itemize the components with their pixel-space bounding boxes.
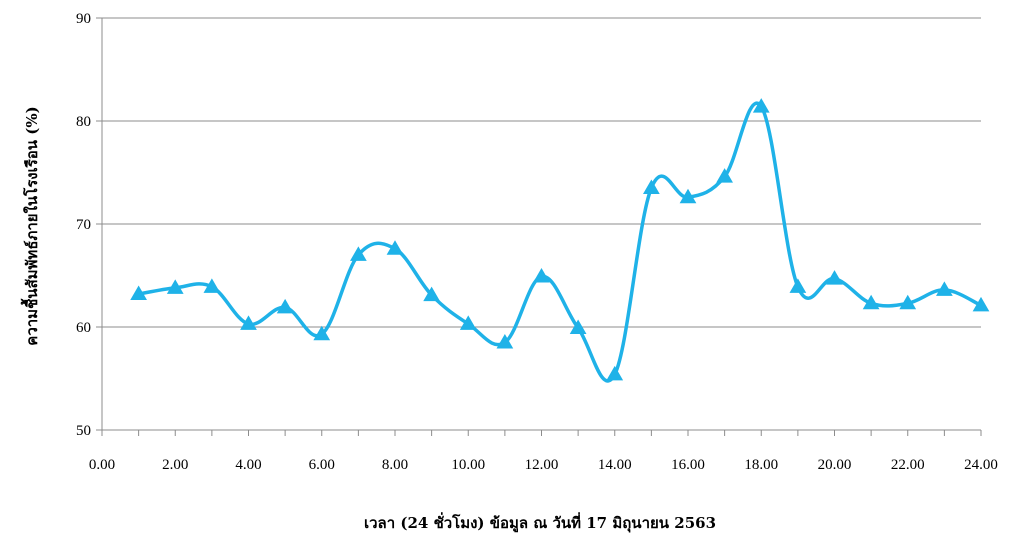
gridlines (102, 17, 981, 328)
x-tick-label: 0.00 (89, 457, 115, 473)
x-tick-label: 2.00 (162, 457, 188, 473)
data-point-marker (716, 168, 733, 183)
data-point-marker (203, 278, 221, 293)
data-point-marker (313, 325, 331, 341)
x-tick-label: 6.00 (309, 457, 335, 473)
x-tick-label: 20.00 (818, 457, 852, 473)
data-point-marker (972, 296, 990, 312)
data-point-marker (166, 279, 184, 294)
data-point-marker (679, 188, 697, 204)
data-point-marker (643, 179, 660, 194)
data-point-marker (606, 365, 624, 381)
data-point-marker (386, 240, 404, 255)
y-tick-label: 90 (76, 11, 91, 27)
axes (96, 17, 982, 436)
x-tick-label: 4.00 (235, 457, 261, 473)
series-layer (130, 98, 990, 383)
x-tick-label: 24.00 (964, 457, 998, 473)
data-point-marker (752, 98, 770, 113)
data-point-marker (826, 270, 843, 285)
data-point-marker (496, 333, 514, 349)
y-tick-label: 60 (76, 320, 91, 336)
data-point-marker (130, 285, 147, 301)
data-point-marker (936, 281, 953, 296)
data-point-marker (350, 246, 367, 261)
data-point-marker (276, 298, 294, 314)
x-axis-title: เวลา (24 ชั่วโมง) ข้อมูล ณ วันที่ 17 มิถ… (364, 512, 716, 533)
data-point-marker (789, 278, 807, 293)
x-tick-label: 8.00 (382, 457, 408, 473)
data-point-marker (240, 315, 257, 330)
x-tick-labels: 0.00 2.00 4.00 6.00 8.00 10.00 12.00 14.00 16.00… (89, 457, 998, 473)
data-point-marker (533, 268, 550, 283)
y-tick-label: 80 (76, 114, 91, 130)
x-tick-label: 18.00 (744, 457, 778, 473)
x-tick-label: 14.00 (598, 457, 632, 473)
x-tick-label: 22.00 (891, 457, 925, 473)
y-tick-label: 70 (76, 217, 91, 233)
data-point-marker (569, 319, 587, 335)
data-point-marker (862, 294, 880, 310)
x-tick-label: 16.00 (671, 457, 705, 473)
data-point-marker (459, 315, 477, 330)
data-point-marker (423, 286, 440, 302)
y-tick-label: 50 (76, 423, 91, 439)
series-line (136, 101, 983, 383)
data-point-marker (899, 294, 917, 310)
y-tick-labels: 50 60 70 80 90 (76, 11, 91, 439)
x-tick-label: 12.00 (525, 457, 559, 473)
y-axis-title: ความชื้นสัมพัทธ์ภายในโรงเรือน (%) (20, 106, 41, 345)
x-tick-label: 10.00 (451, 457, 485, 473)
